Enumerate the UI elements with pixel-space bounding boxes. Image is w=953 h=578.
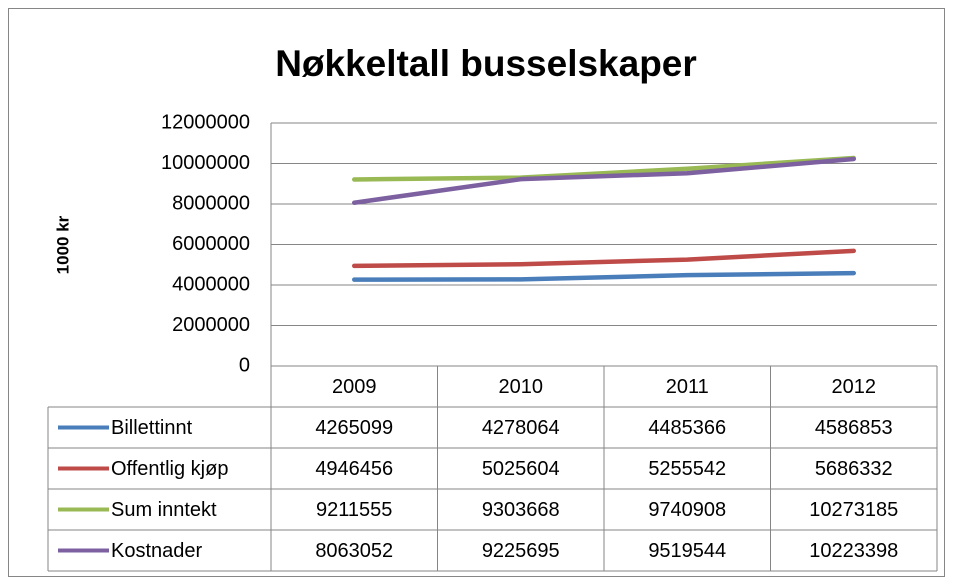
y-tick-label: 2000000 [172, 314, 250, 336]
legend-label: Sum inntekt [111, 499, 217, 521]
series-line [352, 248, 856, 269]
legend-label: Offentlig kjøp [111, 458, 228, 480]
table-cell: 4946456 [315, 458, 393, 480]
series-line [352, 156, 856, 205]
y-tick-label: 0 [239, 354, 250, 376]
legend-label: Kostnader [111, 540, 203, 562]
table-cell: 4278064 [482, 417, 560, 439]
table-cell: 9225695 [482, 540, 560, 562]
table-cell: 4586853 [815, 417, 893, 439]
legend-label: Billettinnt [111, 417, 193, 439]
table-cell: 9303668 [482, 499, 560, 521]
table-cell: 9740908 [648, 499, 726, 521]
table-cell: 4265099 [315, 417, 393, 439]
table-cell: 5255542 [648, 458, 726, 480]
table-cell: 5686332 [815, 458, 893, 480]
series-line [352, 270, 856, 282]
chart-title: Nøkkeltall busselskaper [275, 43, 697, 84]
y-tick-label: 6000000 [172, 233, 250, 255]
table-cell: 9519544 [648, 540, 726, 562]
chart-border [8, 8, 945, 577]
y-tick-label: 12000000 [161, 111, 250, 133]
table-cell: 4485366 [648, 417, 726, 439]
table-cell: 5025604 [482, 458, 560, 480]
series-line [352, 155, 856, 182]
table-cell: 10273185 [809, 499, 898, 521]
y-axis-label: 1000 kr [53, 215, 72, 274]
x-tick-label: 2012 [832, 376, 877, 398]
x-tick-label: 2010 [499, 376, 544, 398]
table-cell: 9211555 [316, 499, 392, 521]
y-tick-label: 10000000 [161, 152, 250, 174]
x-tick-label: 2009 [332, 376, 377, 398]
x-tick-label: 2011 [666, 376, 709, 398]
table-cell: 10223398 [809, 540, 898, 562]
y-tick-label: 4000000 [172, 273, 250, 295]
y-tick-label: 8000000 [172, 192, 250, 214]
table-cell: 8063052 [315, 540, 393, 562]
